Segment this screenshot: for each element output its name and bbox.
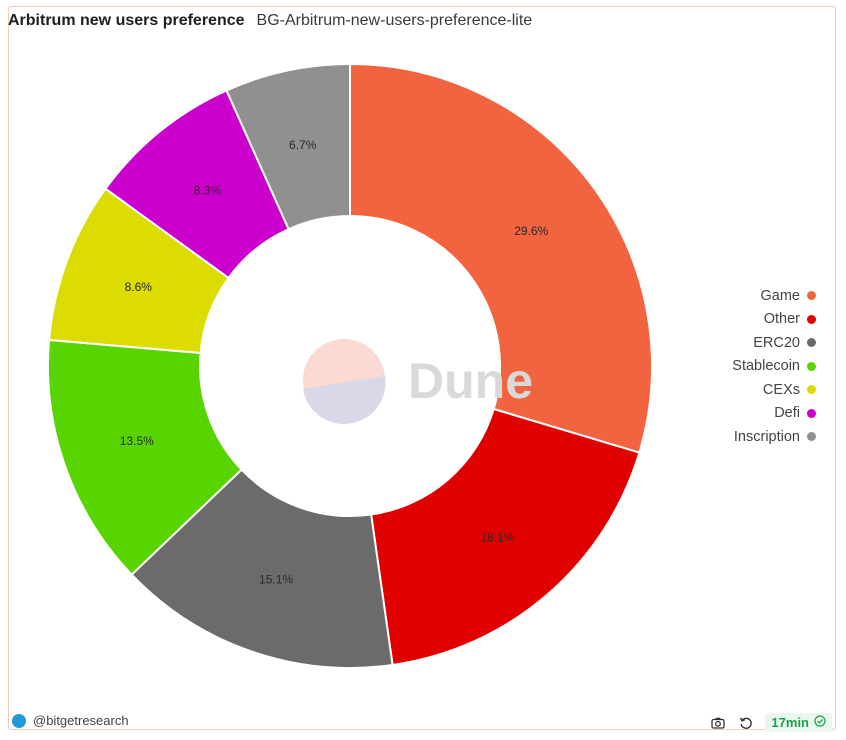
slice-label-defi: 8.3% [194, 184, 222, 198]
slice-label-stablecoin: 13.5% [120, 434, 154, 448]
legend-item-erc20[interactable]: ERC20 [753, 333, 816, 353]
legend-item-other[interactable]: Other [764, 310, 816, 330]
slice-erc20[interactable] [130, 468, 394, 669]
legend-item-cexs[interactable]: CEXs [763, 380, 816, 400]
slice-inscription[interactable] [225, 62, 351, 231]
legend-label: Defi [774, 405, 800, 422]
refresh-badge-label: 17min [771, 715, 809, 730]
legend-item-stablecoin[interactable]: Stablecoin [732, 357, 816, 377]
legend-dot-icon [807, 385, 816, 395]
legend-item-game[interactable]: Game [760, 286, 816, 306]
donut-slices [47, 62, 653, 669]
legend-label: Stablecoin [732, 358, 800, 375]
legend-dot-icon [807, 432, 816, 442]
refresh-badge[interactable]: 17min [765, 713, 832, 732]
legend-label: Inscription [733, 428, 800, 445]
slice-other[interactable] [370, 407, 641, 667]
slice-label-other: 18.1% [480, 530, 514, 544]
refresh-icon[interactable] [737, 714, 755, 732]
legend-label: CEXs [762, 381, 800, 398]
footer-handle: @bitgetresearch [33, 713, 129, 728]
slice-label-erc20: 15.1% [259, 573, 293, 587]
footer-actions: 17min [709, 713, 832, 732]
legend-dot-icon [807, 338, 816, 348]
slice-stablecoin[interactable] [47, 338, 243, 577]
slice-label-cexs: 8.6% [125, 280, 153, 294]
dune-logo-bottom [303, 376, 386, 424]
legend-label: Other [763, 311, 800, 328]
legend-label: ERC20 [753, 334, 800, 351]
dune-watermark: Dune [303, 339, 533, 424]
chart-header: Arbitrum new users preference BG-Arbitru… [8, 12, 532, 30]
legend-item-inscription[interactable]: Inscription [734, 427, 816, 447]
slice-game[interactable] [349, 62, 653, 454]
check-circle-icon [814, 715, 826, 730]
chart-legend: Game Other ERC20 Stablecoin CEXs Defi Inscript… [732, 286, 816, 447]
camera-icon[interactable] [709, 714, 727, 732]
legend-dot-icon [807, 314, 816, 324]
slice-labels: 29.6% 18.1% 15.1% 13.5% 8.6% 8.3% 6.7% [120, 138, 549, 587]
legend-dot-icon [807, 408, 816, 418]
legend-item-defi[interactable]: Defi [774, 404, 816, 424]
dune-watermark-text: Dune [408, 353, 533, 409]
chart-subtitle: BG-Arbitrum-new-users-preference-lite [256, 12, 533, 29]
footer-credit: @bitgetresearch [12, 713, 129, 728]
bitget-logo-icon [12, 713, 26, 728]
slice-label-game: 29.6% [514, 224, 548, 238]
slice-label-inscription: 6.7% [289, 138, 317, 152]
legend-dot-icon [807, 291, 816, 301]
chart-title: Arbitrum new users preference [8, 12, 245, 29]
legend-dot-icon [807, 361, 816, 371]
legend-label: Game [760, 287, 801, 304]
